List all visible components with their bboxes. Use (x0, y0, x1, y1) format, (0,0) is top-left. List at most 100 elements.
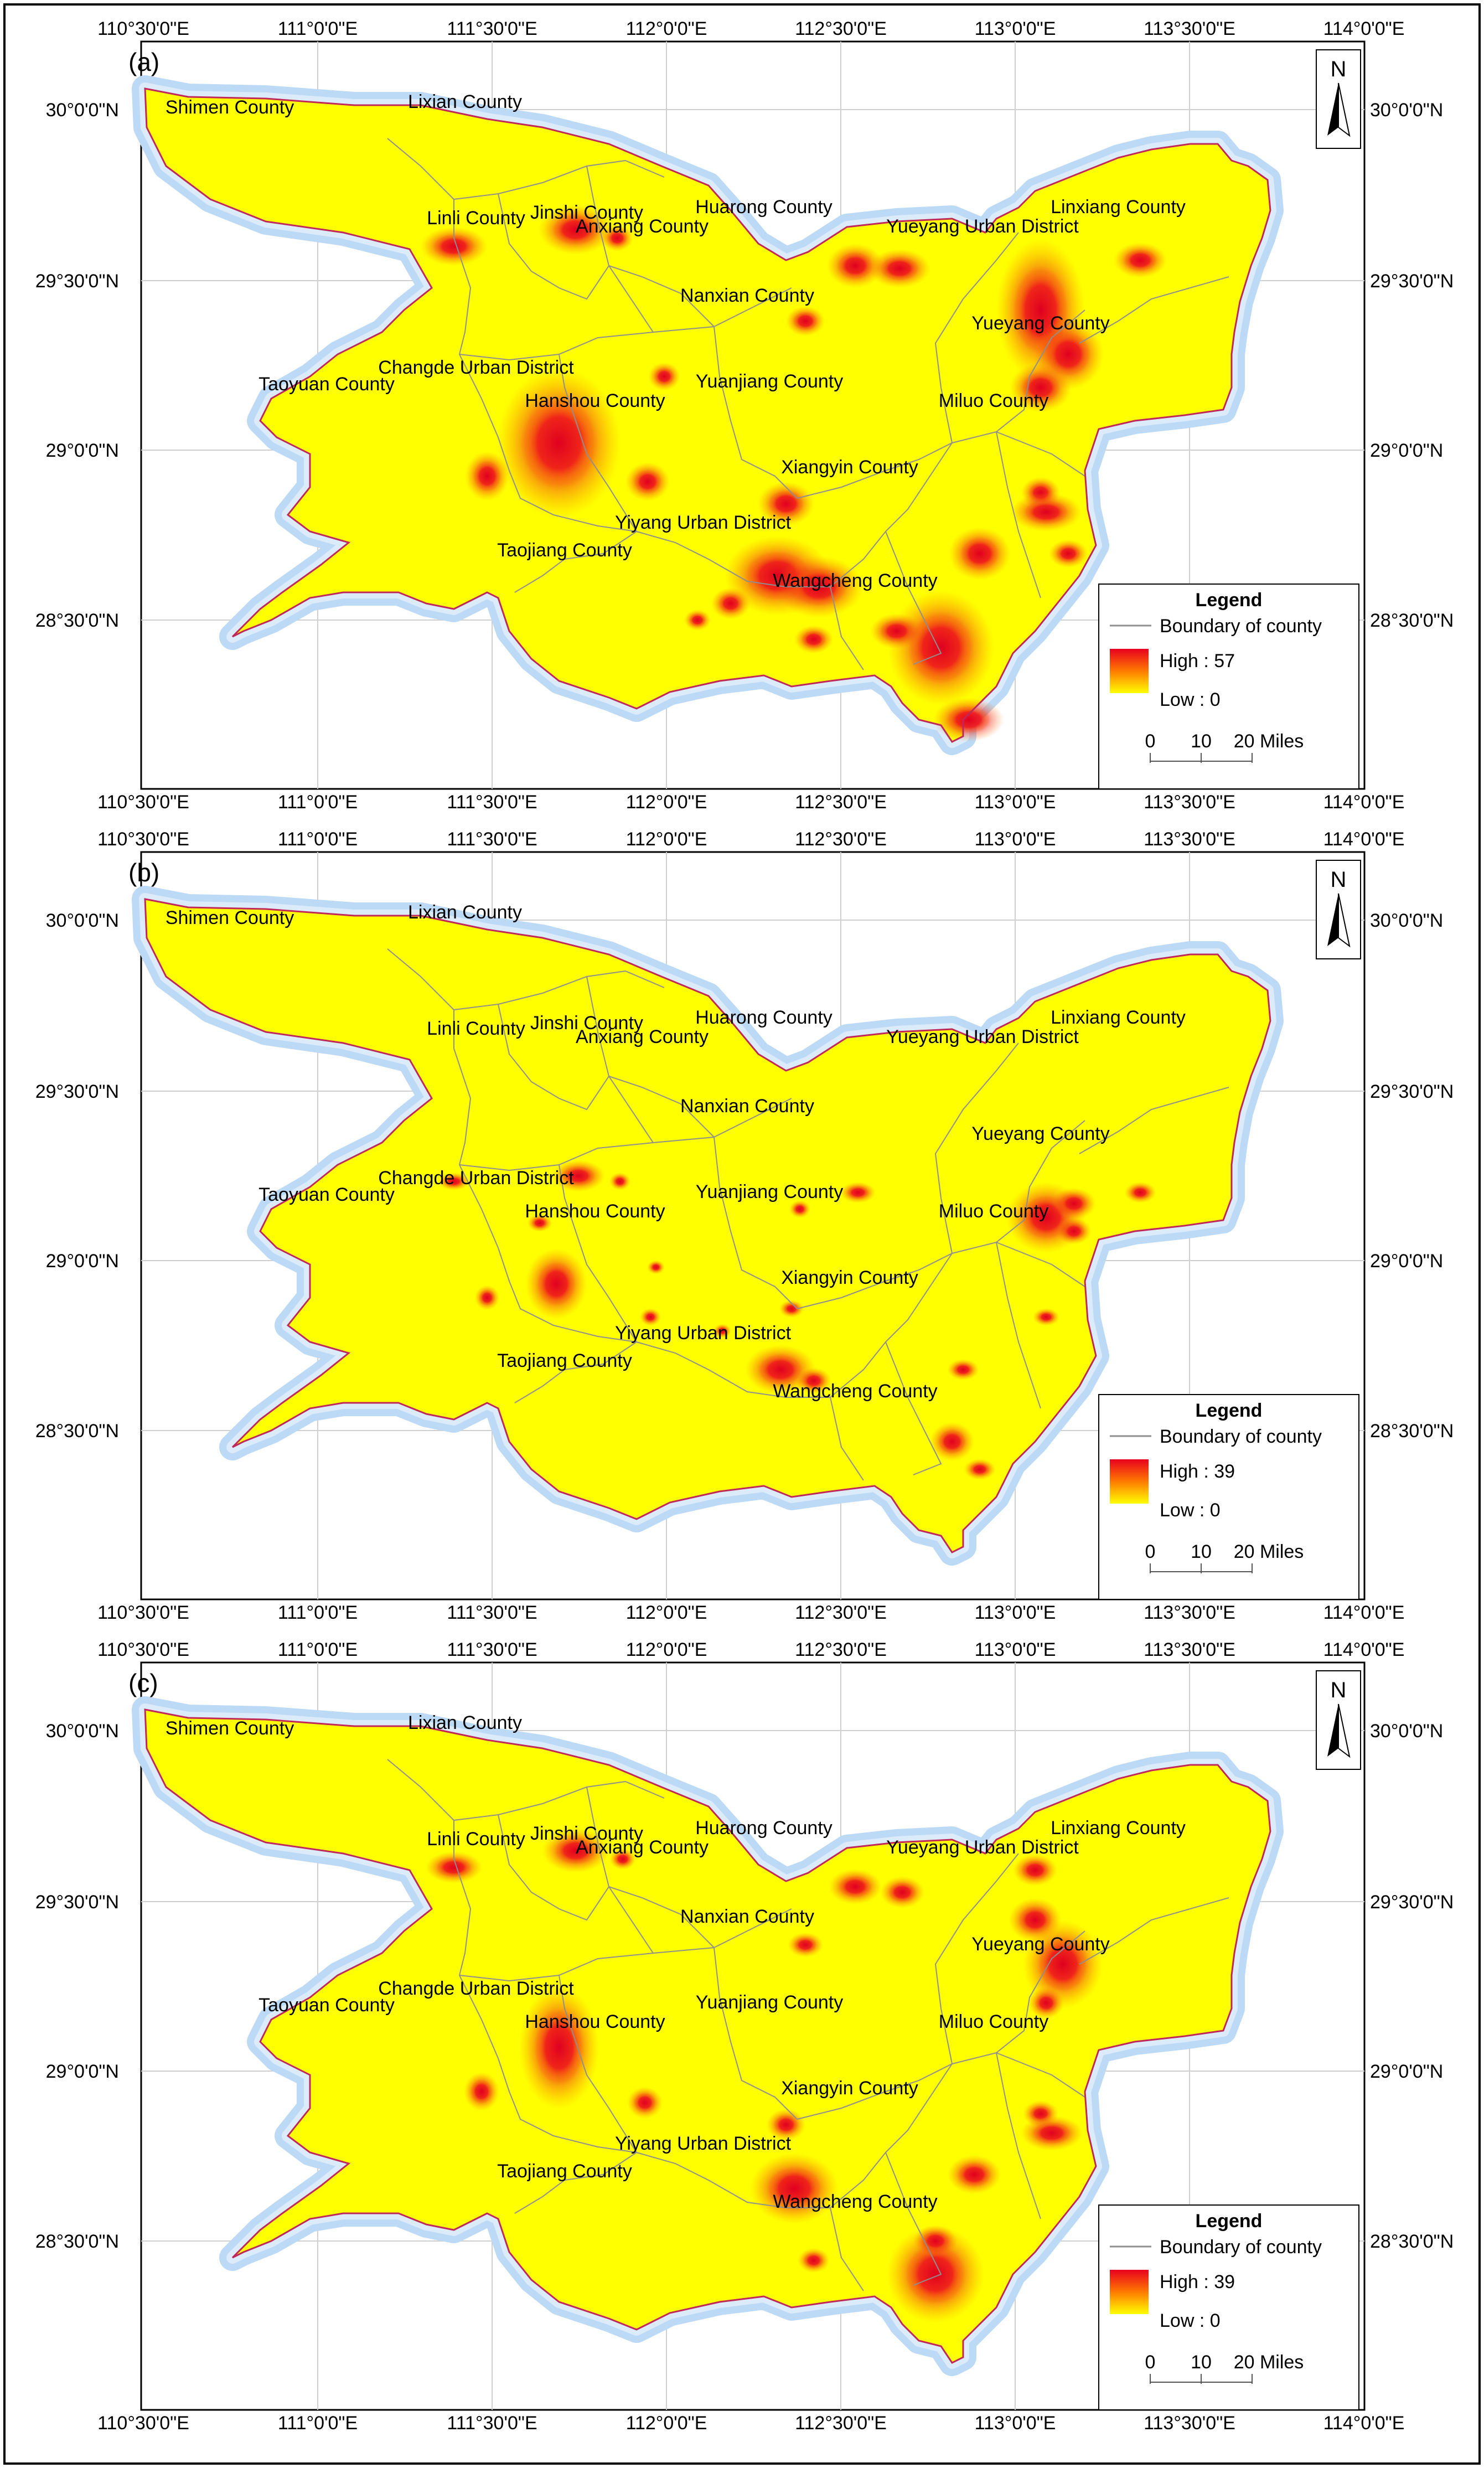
scale-bar: 0 10 20 Miles (1145, 2352, 1304, 2384)
county-label: Yueyang County (971, 1123, 1110, 1144)
longitude-label: 113°0'0"E (975, 2413, 1056, 2434)
county-label: Wangcheng County (773, 570, 937, 591)
latitude-label: 29°30'0"N (35, 271, 119, 292)
county-label: Hanshou County (525, 1201, 665, 1222)
county-boundary (830, 2207, 864, 2291)
county-boundary (608, 265, 715, 327)
longitude-label: 113°30'0"E (1144, 1602, 1235, 1623)
county-boundary (713, 1947, 798, 2120)
panel-label: (b) (128, 858, 159, 887)
outer-boundary (144, 1708, 1271, 2364)
study-area (145, 899, 1270, 1552)
hotspot (1024, 500, 1068, 524)
latitude-label: 29°30'0"N (35, 1892, 119, 1913)
north-label: N (1331, 1678, 1347, 1702)
hotspot (654, 368, 674, 385)
county-label: Taoyuan County (258, 374, 395, 395)
scale-bar: 0 10 20 Miles (1145, 1541, 1304, 1573)
scale-bar-label: 0 (1145, 2352, 1156, 2373)
longitude-label: 113°0'0"E (975, 829, 1056, 850)
panel-label: (a) (128, 48, 159, 76)
longitude-label: 114°0'0"E (1323, 1639, 1405, 1660)
county-label: Yuanjiang County (696, 1181, 844, 1202)
hotspot (1060, 1194, 1088, 1214)
scale-bar-label: 10 (1191, 731, 1212, 752)
longitude-label: 111°0'0"E (278, 2413, 358, 2434)
county-label: Xiangyin County (781, 1267, 918, 1288)
longitude-label: 112°30'0"E (795, 1639, 887, 1660)
scale-bar-label: 20 Miles (1234, 731, 1304, 752)
county-label: Changde Urban District (378, 1978, 574, 1999)
latitude-label: 29°30'0"N (1370, 1081, 1454, 1102)
hotspot (1021, 1860, 1049, 1880)
hotspot (470, 2079, 493, 2104)
longitude-label: 112°0'0"E (626, 18, 707, 39)
longitude-label: 110°30'0"E (97, 792, 189, 813)
hotspot (634, 469, 661, 494)
longitude-label: 111°0'0"E (278, 1639, 358, 1660)
legend-color-ramp (1110, 2270, 1149, 2314)
longitude-label: 111°0'0"E (278, 1602, 358, 1623)
county-label: Yiyang Urban District (615, 1323, 792, 1344)
scale-bar-label: 0 (1145, 731, 1156, 752)
county-label: Lixian County (408, 1712, 522, 1733)
map-panel: 110°30'0"E 110°30'0"E 111°0'0"E 111°0'0"E 11… (35, 829, 1454, 1623)
county-label: Changde Urban District (378, 1168, 574, 1189)
county-label: Linxiang County (1051, 1818, 1186, 1839)
hotspot (717, 1326, 728, 1335)
latitude-label: 30°0'0"N (1370, 1721, 1443, 1742)
hotspot (802, 631, 826, 648)
outer-boundary (144, 87, 1271, 743)
county-label: Wangcheng County (773, 2191, 937, 2212)
county-label: Yueyang Urban District (886, 216, 1079, 237)
longitude-label: 112°30'0"E (795, 18, 887, 39)
longitude-label: 114°0'0"E (1323, 18, 1405, 39)
county-label: Jinshi County (530, 202, 643, 223)
county-label: Miluo County (939, 2011, 1048, 2032)
longitude-label: 110°30'0"E (97, 2413, 189, 2434)
hotspot (794, 1937, 816, 1953)
county-boundary (797, 1242, 997, 1309)
county-boundary (498, 1814, 609, 1921)
county-boundary (453, 1780, 665, 1821)
county-boundary (996, 2052, 1085, 2098)
hotspot (804, 2253, 824, 2268)
county-label: Nanxian County (680, 285, 814, 306)
density-hotspots (438, 1160, 1156, 1480)
longitude-label: 112°30'0"E (795, 829, 887, 850)
county-label: Yiyang Urban District (615, 2133, 792, 2154)
county-boundary (996, 1242, 1085, 1287)
hotspot (784, 1303, 799, 1314)
latitude-label: 29°0'0"N (1370, 2061, 1443, 2082)
scale-bar-label: 0 (1145, 1541, 1156, 1562)
county-label: Anxiang County (576, 1837, 709, 1858)
legend-title: Legend (1196, 590, 1263, 611)
hotspot (905, 2244, 966, 2305)
county-boundary (830, 2063, 953, 2208)
latitude-label: 28°30'0"N (1370, 1421, 1454, 1442)
latitude-label: 29°0'0"N (1370, 440, 1443, 461)
scale-bar-label: 10 (1191, 2352, 1212, 2373)
north-label: N (1331, 868, 1347, 892)
legend: Legend Boundary of county High : 39 Low : 0… (1098, 2204, 1359, 2410)
county-boundary (514, 2152, 637, 2214)
county-boundary (797, 2052, 997, 2120)
county-boundary (996, 1120, 1085, 1243)
county-label: Yuanjiang County (696, 1992, 844, 2013)
legend-color-ramp (1110, 649, 1149, 693)
latitude-label: 28°30'0"N (1370, 610, 1454, 631)
county-boundary (830, 1253, 953, 1398)
county-boundary (885, 531, 942, 665)
latitude-label: 29°0'0"N (46, 1251, 119, 1272)
longitude-label: 114°0'0"E (1323, 1602, 1405, 1623)
county-boundary (514, 1341, 637, 1403)
county-label: Yuanjiang County (696, 371, 844, 392)
longitude-label: 111°30'0"E (447, 829, 537, 850)
county-label: Taojiang County (497, 540, 632, 561)
north-arrow-icon (1327, 894, 1338, 946)
latitude-label: 29°0'0"N (46, 440, 119, 461)
longitude-label: 110°30'0"E (97, 829, 189, 850)
legend-low-label: Low : 0 (1160, 689, 1221, 710)
county-label: Shimen County (166, 907, 294, 928)
